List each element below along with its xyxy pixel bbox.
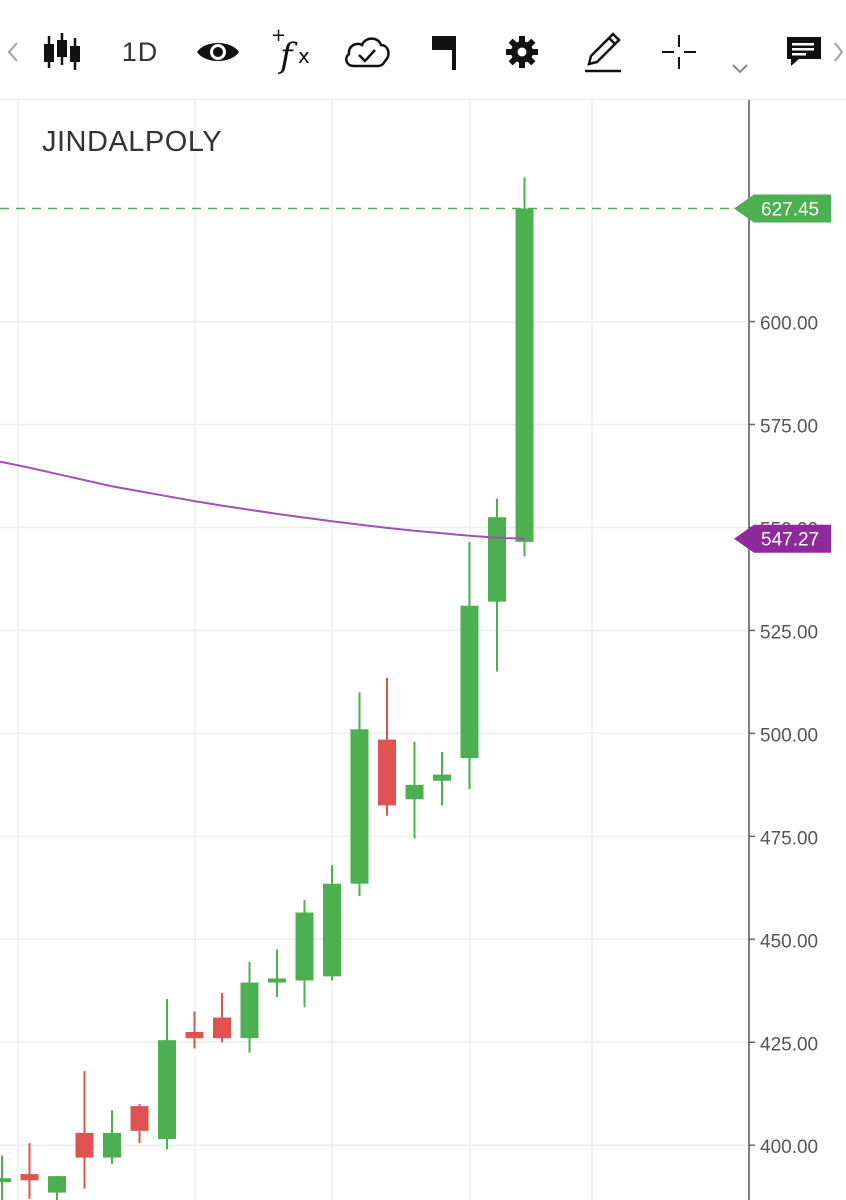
- interval-button[interactable]: 1D: [121, 36, 159, 67]
- candle-body: [433, 774, 451, 781]
- pencil-icon[interactable]: [576, 22, 630, 82]
- candle: [378, 677, 396, 816]
- ma-value-tag: 547.27: [734, 524, 831, 553]
- candle: [405, 741, 424, 839]
- price-labels: 627.45 547.27: [0, 194, 831, 553]
- ma-value-tag-text: 547.27: [761, 530, 819, 551]
- last-price-tag-text: 627.45: [761, 200, 819, 221]
- y-tick-label: 450.00: [760, 931, 818, 952]
- candle-body: [405, 784, 424, 800]
- chart-toolbar: 1D + f x: [0, 0, 846, 100]
- price-chart[interactable]: 400.00425.00450.00475.00500.00525.00550.…: [0, 100, 846, 1200]
- y-tick-label: 475.00: [760, 828, 818, 849]
- y-tick-label: 500.00: [760, 725, 818, 746]
- candlestick-icon[interactable]: [36, 22, 88, 82]
- flag-icon[interactable]: [420, 22, 470, 82]
- candle: [0, 1155, 11, 1200]
- y-tick-label: 425.00: [760, 1034, 818, 1055]
- candle-body: [130, 1106, 149, 1131]
- candle: [268, 949, 286, 997]
- candle: [213, 992, 231, 1043]
- svg-text:x: x: [298, 44, 310, 68]
- candle-body: [378, 739, 396, 806]
- y-tick-label: 400.00: [760, 1137, 818, 1158]
- chevron-right-icon[interactable]: [830, 22, 846, 82]
- candle: [295, 900, 314, 1008]
- candle-body: [0, 1178, 11, 1183]
- function-fx-icon[interactable]: + f x: [266, 22, 318, 82]
- moving-average: [0, 460, 525, 540]
- moving-average-line: [0, 460, 525, 540]
- candle: [433, 751, 451, 806]
- candle: [158, 999, 176, 1150]
- notes-icon[interactable]: [780, 22, 828, 82]
- candle-body: [48, 1176, 66, 1193]
- candle: [460, 541, 479, 789]
- svg-text:+: +: [271, 27, 286, 46]
- candle-body: [20, 1174, 39, 1181]
- candle-body: [323, 883, 341, 977]
- candle: [20, 1143, 39, 1199]
- candle: [75, 1071, 94, 1189]
- candle: [48, 1176, 66, 1200]
- ma-value-tag-bg: [734, 524, 831, 553]
- candle: [240, 961, 259, 1053]
- chevron-left-icon[interactable]: [2, 22, 24, 82]
- last-price-tag: 627.45: [734, 194, 831, 223]
- chevron-down-icon[interactable]: [726, 38, 754, 98]
- gear-icon[interactable]: [496, 22, 548, 82]
- candle-body: [185, 1031, 204, 1039]
- candle-body: [213, 1017, 231, 1039]
- candle-body: [460, 605, 479, 759]
- candle-body: [488, 517, 506, 602]
- crosshair-icon[interactable]: [654, 22, 704, 82]
- candle-body: [75, 1132, 94, 1158]
- candle: [103, 1110, 121, 1164]
- candle: [488, 498, 506, 672]
- candle-body: [240, 982, 259, 1039]
- cloud-check-icon[interactable]: [340, 22, 394, 82]
- candle: [323, 865, 341, 981]
- candle: [350, 692, 369, 897]
- last-price-tag-bg: [734, 194, 831, 223]
- svg-text:f: f: [277, 36, 298, 76]
- symbol-title: JINDALPOLY: [42, 126, 223, 158]
- candle: [515, 177, 534, 557]
- candle-body: [158, 1040, 176, 1140]
- candle-body: [350, 729, 369, 884]
- candle-body: [295, 912, 314, 981]
- y-tick-label: 600.00: [760, 314, 818, 335]
- y-tick-label: 575.00: [760, 417, 818, 438]
- chart-grid: [0, 100, 749, 1200]
- candle-body: [103, 1132, 121, 1158]
- y-tick-label: 525.00: [760, 622, 818, 643]
- candle: [185, 1011, 204, 1049]
- candle-body: [268, 978, 286, 983]
- candle-body: [515, 208, 534, 542]
- candle: [130, 1104, 149, 1144]
- candles: [0, 177, 534, 1200]
- eye-icon[interactable]: [192, 22, 244, 82]
- price-axis[interactable]: 400.00425.00450.00475.00500.00525.00550.…: [748, 100, 818, 1200]
